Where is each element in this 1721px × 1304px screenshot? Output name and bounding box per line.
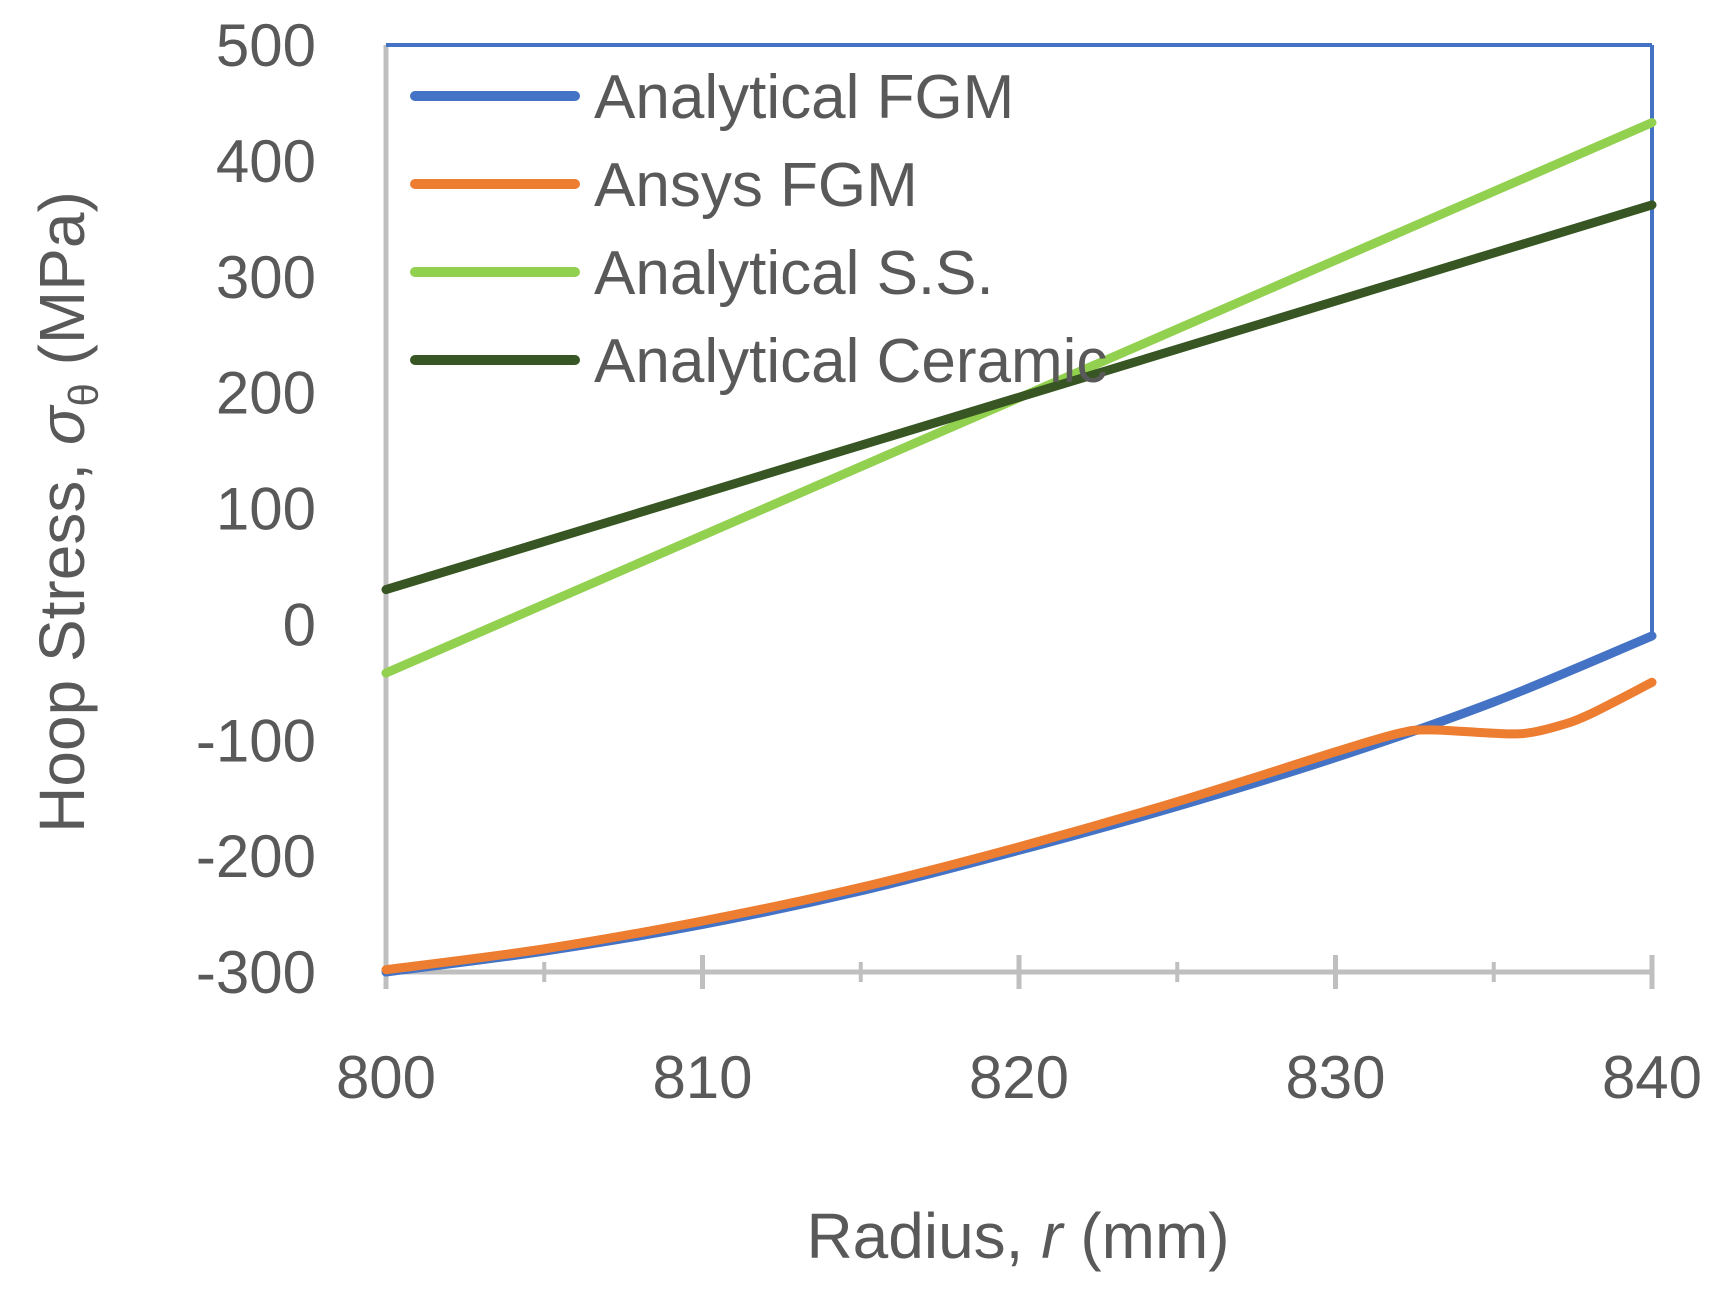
- y-axis-title: Hoop Stress, σθ (MPa): [26, 191, 107, 833]
- y-tick-label: 0: [283, 591, 316, 658]
- x-tick-label: 820: [969, 1044, 1069, 1111]
- y-tick-label: -100: [196, 707, 316, 774]
- legend-label: Ansys FGM: [594, 151, 918, 220]
- y-tick-label: 300: [216, 244, 316, 311]
- y-tick-label: 500: [216, 12, 316, 79]
- y-tick-label: 200: [216, 360, 316, 427]
- x-tick-label: 800: [336, 1044, 436, 1111]
- x-axis-title: Radius, r (mm): [806, 1200, 1229, 1272]
- x-tick-label: 810: [652, 1044, 752, 1111]
- series-line-analytical-ceramic: [381, 200, 1657, 595]
- legend-label: Analytical FGM: [594, 63, 1014, 132]
- y-tick-label: -300: [196, 939, 316, 1006]
- legend-label: Analytical S.S.: [594, 239, 994, 308]
- series-line-analytical-fgm: [381, 631, 1657, 977]
- y-tick-label: 400: [216, 128, 316, 195]
- x-tick-label: 840: [1602, 1044, 1702, 1111]
- y-tick-label: 100: [216, 476, 316, 543]
- y-tick-label: -200: [196, 823, 316, 890]
- legend-label: Analytical Ceramic: [594, 327, 1107, 396]
- x-tick-label: 830: [1285, 1044, 1385, 1111]
- series-line-ansys-fgm: [381, 677, 1657, 975]
